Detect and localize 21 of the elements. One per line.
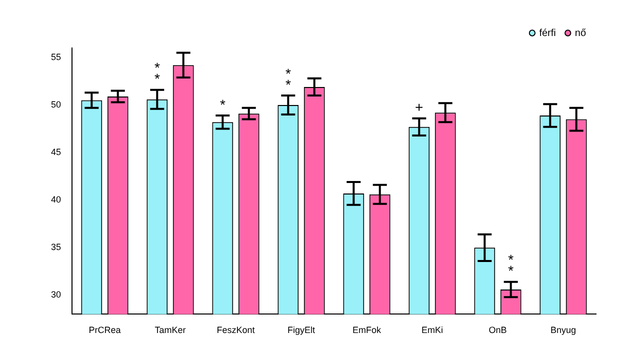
y-tick-label: 50 xyxy=(50,100,62,110)
annotation: * xyxy=(220,96,226,112)
x-tick-label: PrCRea xyxy=(88,325,121,336)
y-tick-label: 35 xyxy=(50,242,62,252)
annotation: + xyxy=(415,99,424,116)
x-tick-label: FigyElt xyxy=(288,325,316,336)
x-tick-label: EmFok xyxy=(352,325,382,336)
x-tick-label: FeszKont xyxy=(216,325,256,336)
y-tick-label: 30 xyxy=(50,290,62,300)
x-tick-label: TamKer xyxy=(154,325,186,336)
annotation: ** xyxy=(508,252,514,279)
legend-label: nő xyxy=(574,28,586,39)
annotation: * * xyxy=(285,65,292,92)
annotation: ** xyxy=(154,60,160,87)
y-tick-label: 55 xyxy=(50,52,62,62)
x-tick-label: Bnyug xyxy=(550,325,576,336)
y-tick-label: 40 xyxy=(50,194,62,205)
legend-label: férfi xyxy=(539,28,556,39)
x-tick-label: EmKi xyxy=(421,325,444,336)
y-tick-label: 45 xyxy=(50,147,62,158)
x-tick-label: OnB xyxy=(488,325,507,336)
